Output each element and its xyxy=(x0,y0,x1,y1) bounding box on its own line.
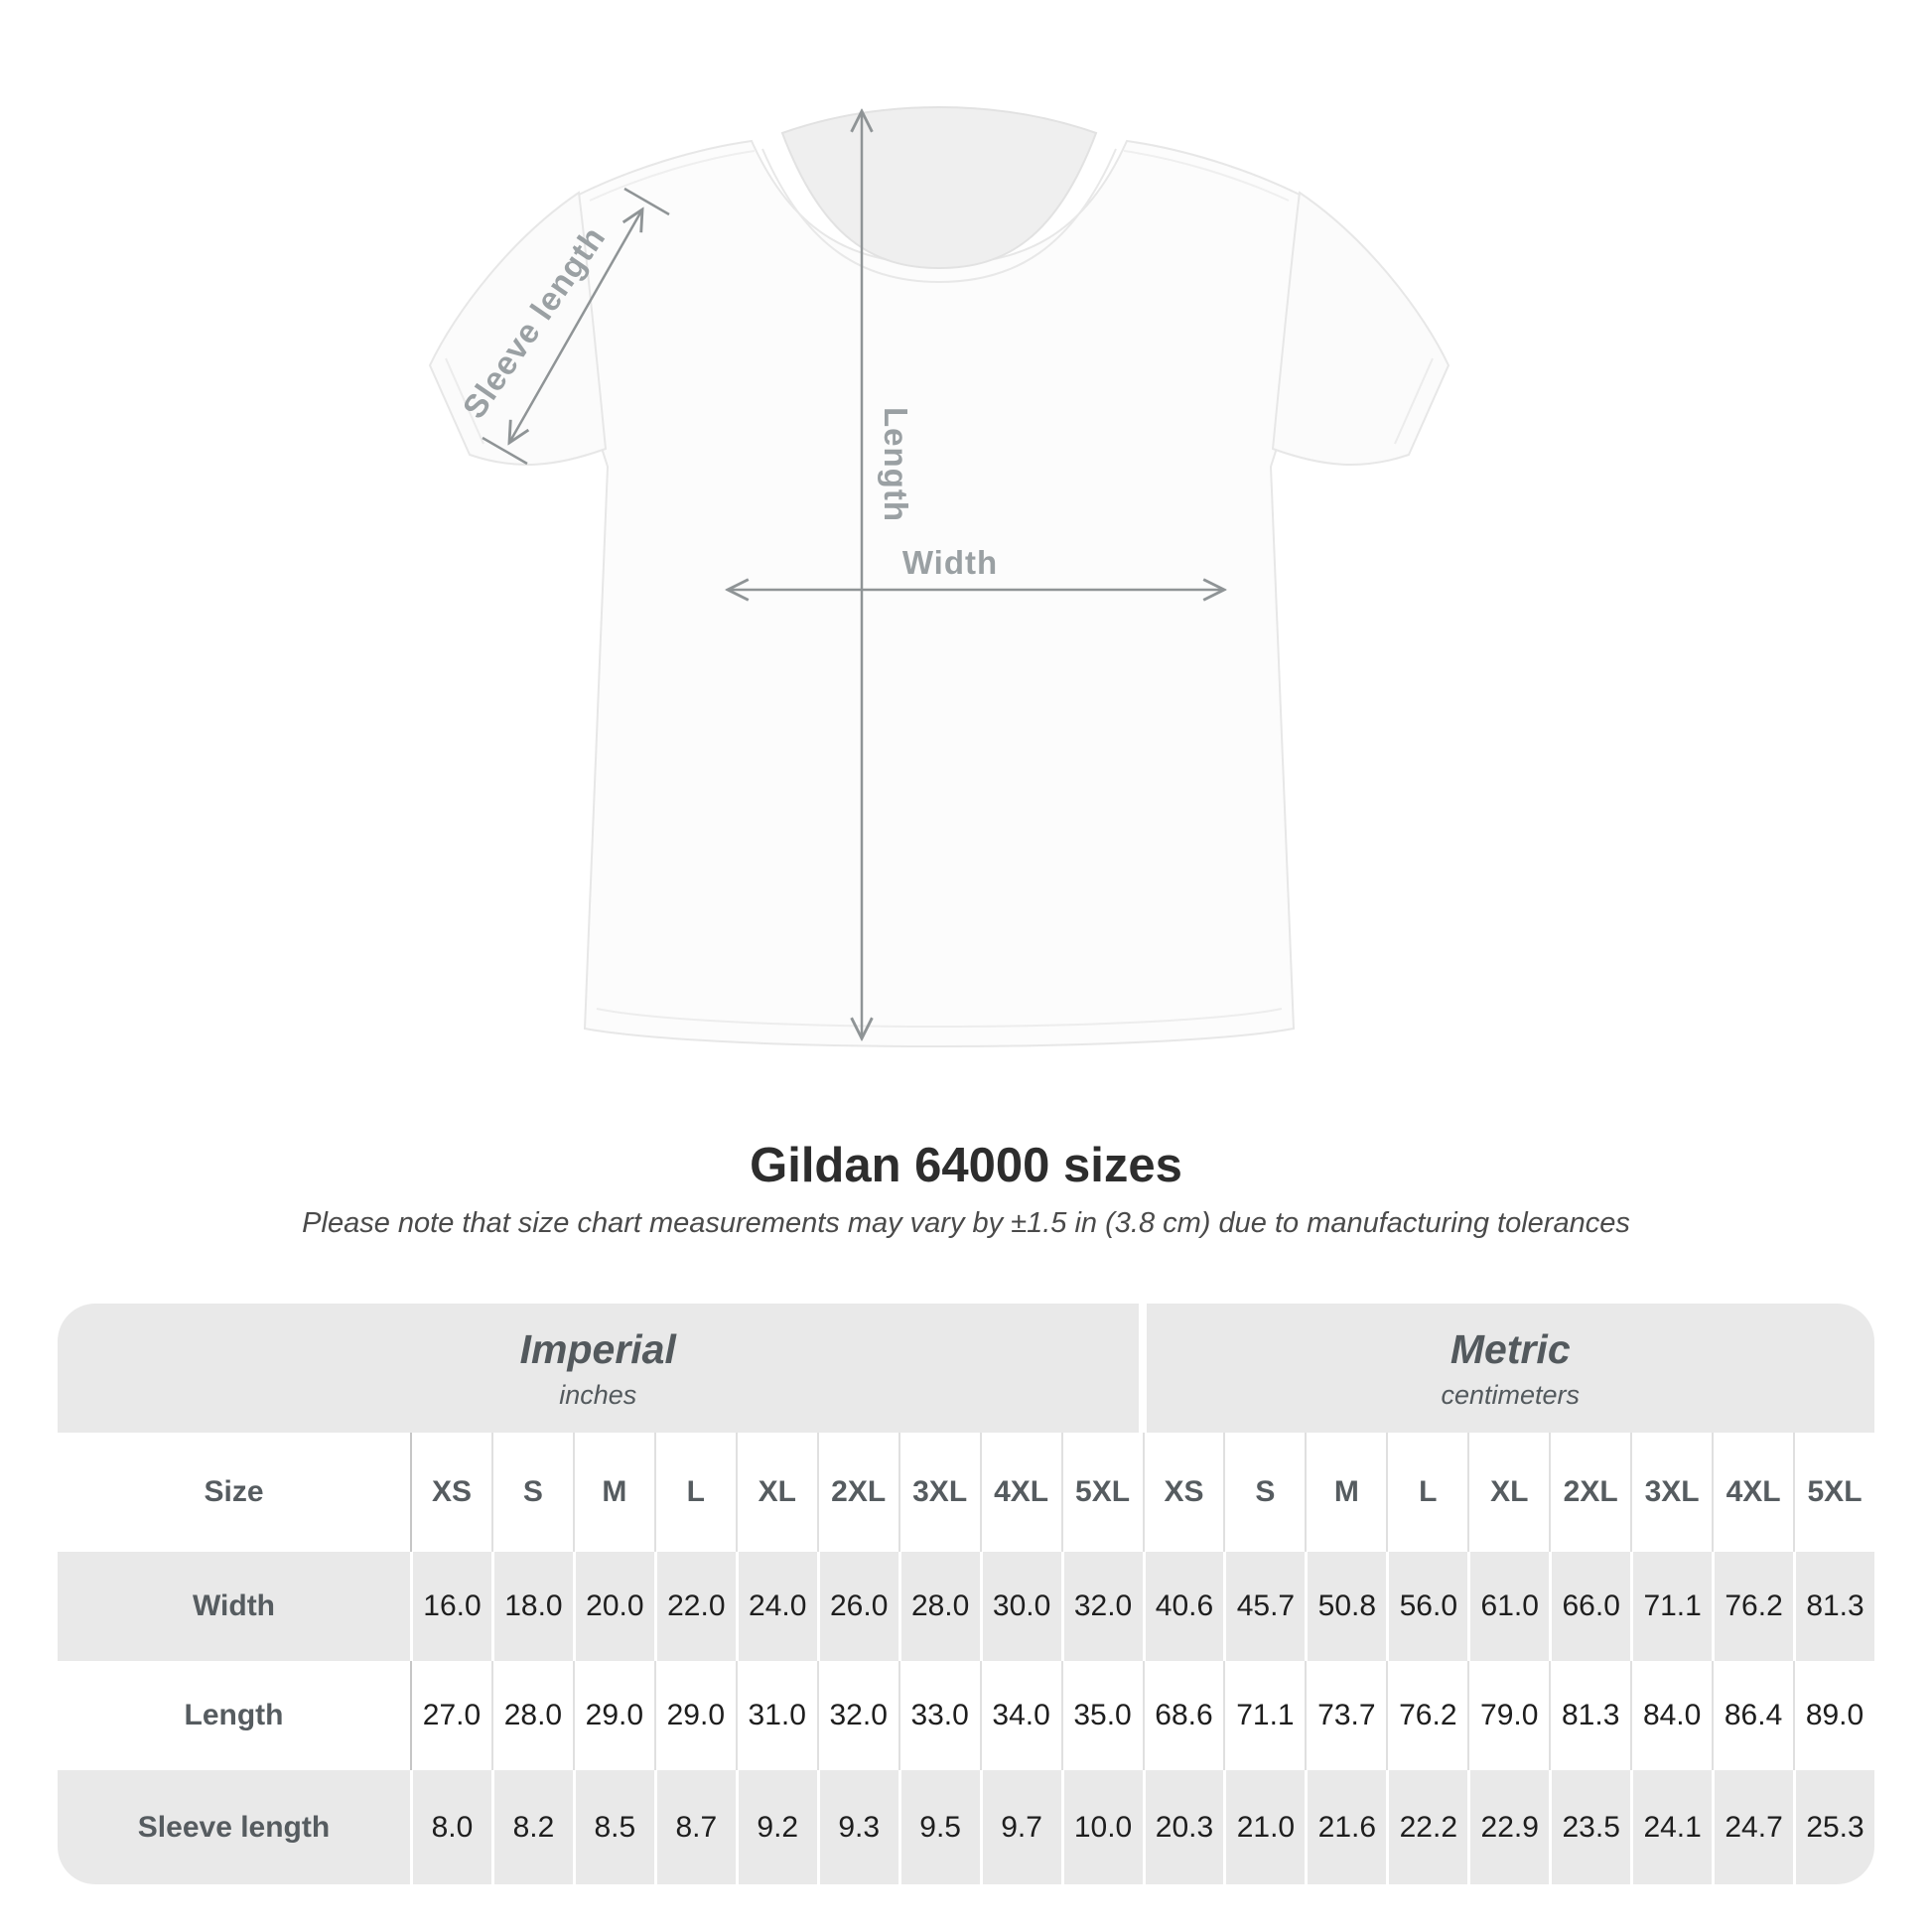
size-header-cell: 5XL xyxy=(1060,1433,1143,1552)
value-cell: 29.0 xyxy=(572,1661,654,1770)
value-cell: 56.0 xyxy=(1386,1552,1467,1661)
measurement-arrows xyxy=(482,111,1224,1038)
sleeve-length-row: Sleeve length 8.0 8.2 8.5 8.7 9.2 9.3 9.… xyxy=(58,1770,1874,1884)
value-cell: 20.3 xyxy=(1142,1770,1224,1884)
size-header-cell: 4XL xyxy=(1712,1433,1793,1552)
row-label: Length xyxy=(184,1699,284,1731)
value-cell: 81.3 xyxy=(1549,1661,1630,1770)
value-cell: 45.7 xyxy=(1223,1552,1305,1661)
value-cell: 22.2 xyxy=(1386,1770,1467,1884)
size-header-cell: L xyxy=(653,1433,736,1552)
value-cell: 26.0 xyxy=(816,1552,898,1661)
value-cell: 71.1 xyxy=(1630,1552,1712,1661)
unit-group-metric: Metric centimeters xyxy=(1146,1304,1874,1433)
imperial-unit: inches xyxy=(559,1379,637,1410)
value-cell: 18.0 xyxy=(490,1552,573,1661)
size-header-cell: XS xyxy=(410,1433,491,1552)
value-cell: 28.0 xyxy=(490,1661,573,1770)
tshirt-image: Sleeve length Length Width xyxy=(428,105,1450,1047)
value-cell: 9.7 xyxy=(979,1770,1061,1884)
value-cell: 25.3 xyxy=(1793,1770,1874,1884)
value-cell: 8.7 xyxy=(653,1770,736,1884)
row-label: Width xyxy=(192,1589,276,1622)
value-cell: 27.0 xyxy=(410,1661,491,1770)
size-header-cell: 4XL xyxy=(979,1433,1061,1552)
size-header-cell: XS xyxy=(1142,1433,1224,1552)
value-cell: 9.3 xyxy=(816,1770,898,1884)
value-cell: 8.2 xyxy=(490,1770,573,1884)
value-cell: 31.0 xyxy=(735,1661,817,1770)
value-cell: 16.0 xyxy=(410,1552,491,1661)
value-cell: 86.4 xyxy=(1712,1661,1793,1770)
value-cell: 79.0 xyxy=(1467,1661,1549,1770)
size-header-cell: 2XL xyxy=(1549,1433,1630,1552)
value-cell: 24.7 xyxy=(1712,1770,1793,1884)
size-header-cell: S xyxy=(1223,1433,1305,1552)
size-header-cell: 2XL xyxy=(816,1433,898,1552)
value-cell: 29.0 xyxy=(653,1661,736,1770)
size-header-cell: M xyxy=(1305,1433,1386,1552)
value-cell: 81.3 xyxy=(1793,1552,1874,1661)
value-cell: 28.0 xyxy=(897,1552,980,1661)
metric-title: Metric xyxy=(1449,1325,1571,1372)
size-header-row: Size XS S M L XL 2XL 3XL 4XL 5XL XS S M … xyxy=(58,1433,1874,1552)
length-row: Length 27.0 28.0 29.0 29.0 31.0 32.0 33.… xyxy=(58,1661,1874,1770)
tolerance-note: Please note that size chart measurements… xyxy=(302,1207,1630,1239)
value-cell: 22.9 xyxy=(1467,1770,1549,1884)
unit-group-imperial: Imperial inches xyxy=(58,1304,1139,1433)
size-header-cell: 3XL xyxy=(1630,1433,1712,1552)
value-cell: 61.0 xyxy=(1467,1552,1549,1661)
value-cell: 68.6 xyxy=(1142,1661,1224,1770)
sleeve-arrow-tick-top xyxy=(623,187,670,216)
sleeve-arrow-tick-bottom xyxy=(482,436,528,466)
value-cell: 30.0 xyxy=(979,1552,1061,1661)
value-cell: 8.0 xyxy=(410,1770,491,1884)
size-header-cell: M xyxy=(572,1433,654,1552)
width-label: Width xyxy=(902,544,998,581)
value-cell: 34.0 xyxy=(979,1661,1061,1770)
value-cell: 23.5 xyxy=(1549,1770,1630,1884)
size-column-header: Size xyxy=(204,1475,264,1508)
size-header-cell: 3XL xyxy=(897,1433,980,1552)
row-label: Sleeve length xyxy=(137,1810,331,1844)
value-cell: 8.5 xyxy=(572,1770,654,1884)
imperial-title: Imperial xyxy=(519,1325,676,1372)
value-cell: 73.7 xyxy=(1305,1661,1386,1770)
value-cell: 21.6 xyxy=(1305,1770,1386,1884)
value-cell: 40.6 xyxy=(1142,1552,1224,1661)
value-cell: 9.5 xyxy=(897,1770,980,1884)
value-cell: 84.0 xyxy=(1630,1661,1712,1770)
value-cell: 24.0 xyxy=(735,1552,817,1661)
size-table: Imperial inches Metric centimeters Size … xyxy=(58,1304,1874,1884)
value-cell: 9.2 xyxy=(735,1770,817,1884)
length-label: Length xyxy=(878,407,914,522)
value-cell: 71.1 xyxy=(1223,1661,1305,1770)
value-cell: 66.0 xyxy=(1549,1552,1630,1661)
value-cell: 20.0 xyxy=(572,1552,654,1661)
value-cell: 76.2 xyxy=(1712,1552,1793,1661)
value-cell: 35.0 xyxy=(1060,1661,1143,1770)
value-cell: 24.1 xyxy=(1630,1770,1712,1884)
size-header-cell: L xyxy=(1386,1433,1467,1552)
page-title: Gildan 64000 sizes xyxy=(750,1139,1182,1192)
size-header-cell: 5XL xyxy=(1793,1433,1874,1552)
value-cell: 33.0 xyxy=(897,1661,980,1770)
value-cell: 50.8 xyxy=(1305,1552,1386,1661)
tshirt-measurement-diagram: Sleeve length Length Width xyxy=(428,105,1450,1047)
width-row: Width 16.0 18.0 20.0 22.0 24.0 26.0 28.0… xyxy=(58,1552,1874,1661)
unit-header-band: Imperial inches Metric centimeters xyxy=(58,1304,1874,1433)
value-cell: 10.0 xyxy=(1060,1770,1143,1884)
value-cell: 76.2 xyxy=(1386,1661,1467,1770)
value-cell: 89.0 xyxy=(1793,1661,1874,1770)
size-header-cell: XL xyxy=(735,1433,817,1552)
value-cell: 21.0 xyxy=(1223,1770,1305,1884)
value-cell: 22.0 xyxy=(653,1552,736,1661)
size-header-cell: XL xyxy=(1467,1433,1549,1552)
value-cell: 32.0 xyxy=(816,1661,898,1770)
sleeve-length-arrow xyxy=(509,209,642,443)
size-header-cell: S xyxy=(490,1433,573,1552)
value-cell: 32.0 xyxy=(1060,1552,1143,1661)
metric-unit: centimeters xyxy=(1441,1379,1581,1410)
